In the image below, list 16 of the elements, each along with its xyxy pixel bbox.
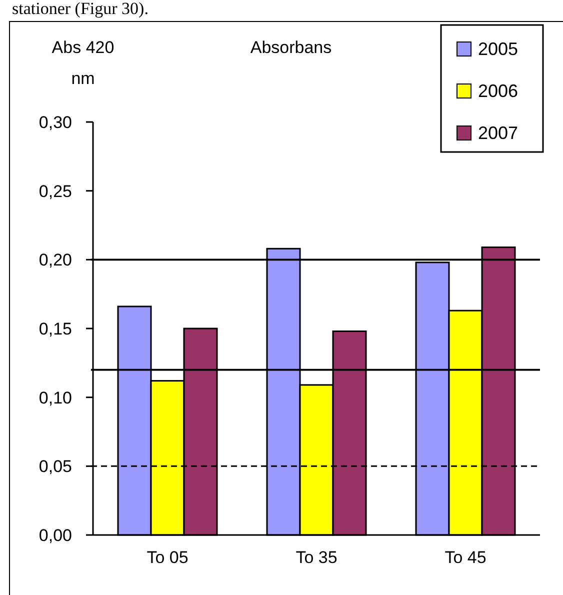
y-tick-label: 0,15 bbox=[38, 320, 72, 338]
y-tick-label: 0,00 bbox=[38, 526, 72, 545]
y-tick-label: 0,10 bbox=[38, 388, 72, 408]
chart-title: Absorbans bbox=[250, 38, 332, 57]
x-tick-label: To 45 bbox=[444, 548, 486, 567]
legend-label: 2007 bbox=[478, 123, 518, 143]
legend-label: 2005 bbox=[478, 39, 518, 59]
legend-label: 2006 bbox=[478, 81, 518, 101]
y-tick-label: 0,25 bbox=[38, 182, 72, 201]
y-tick-label: 0,05 bbox=[38, 457, 72, 476]
y-tick-label: 0,30 bbox=[38, 113, 72, 132]
y-axis-title: Abs 420 nm bbox=[52, 38, 114, 88]
x-tick-label: To 05 bbox=[146, 548, 188, 567]
x-tick-label: To 35 bbox=[296, 548, 338, 567]
y-tick-label: 0,20 bbox=[38, 250, 72, 270]
text: stationer (Figur 30). bbox=[12, 0, 148, 18]
